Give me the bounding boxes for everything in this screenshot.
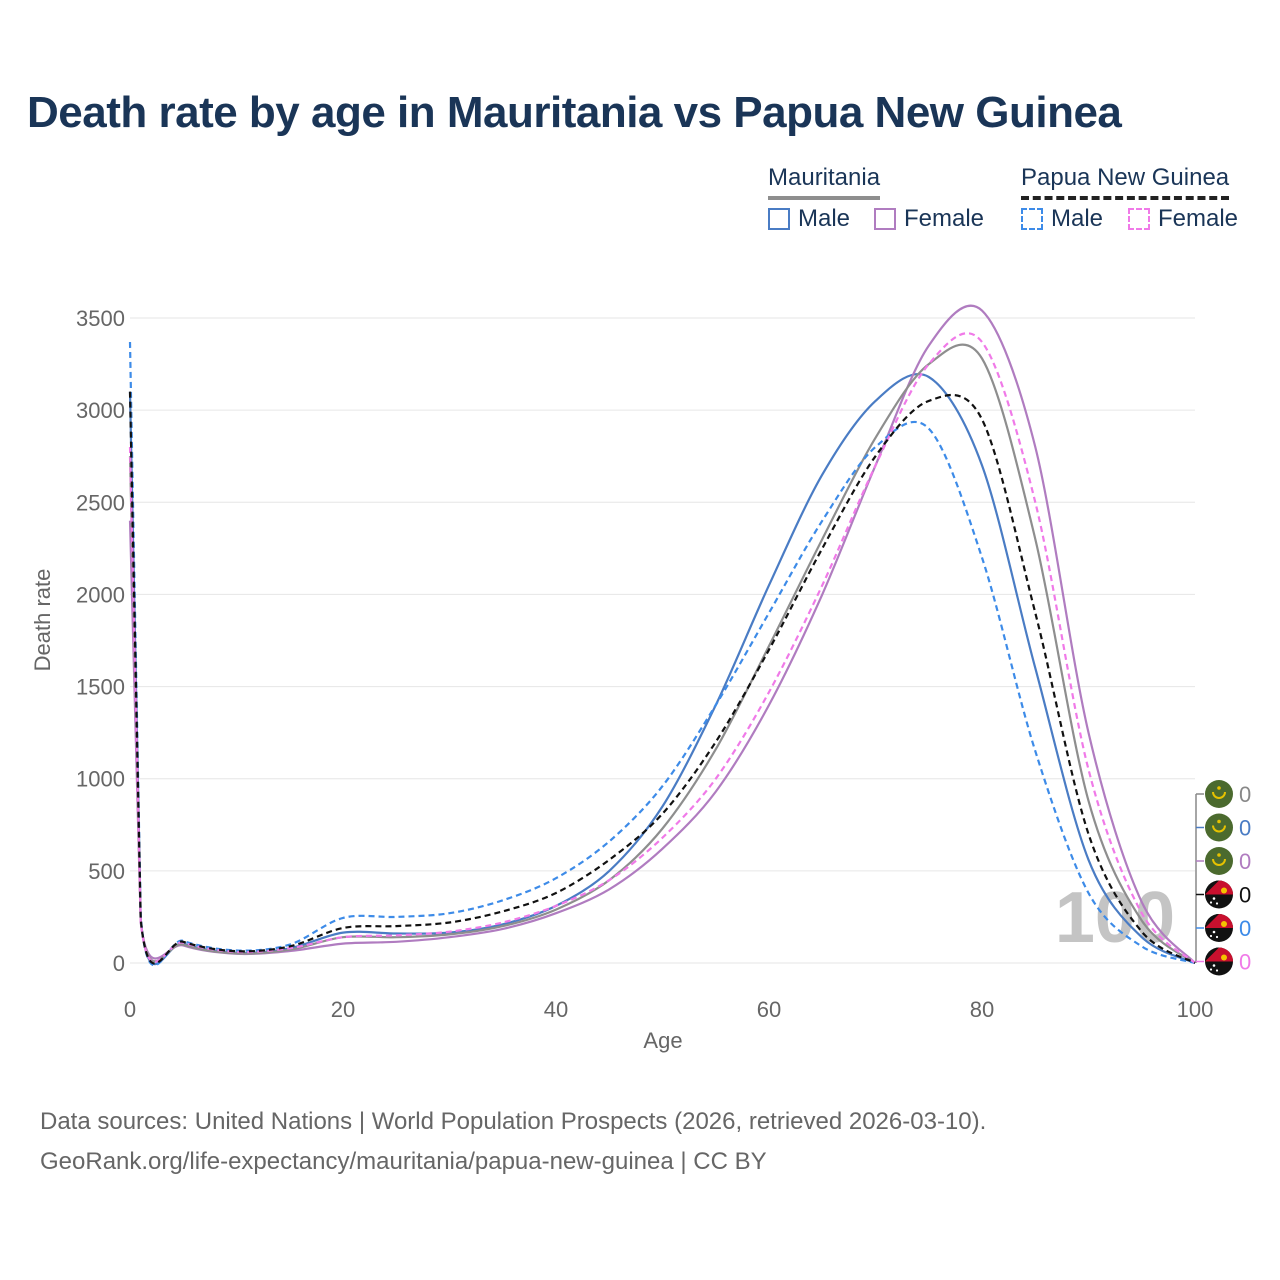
legend-png-female[interactable]: Female [1128,205,1238,233]
end-value-label: 0 [1239,849,1251,874]
flag-papua-new-guinea-icon [1205,947,1233,976]
legend-png-male[interactable]: Male [1021,205,1103,233]
footer-attribution[interactable]: GeoRank.org/life-expectancy/mauritania/p… [40,1148,767,1175]
legend-mauritania-female[interactable]: Female [874,205,984,233]
y-tick-label: 3500 [76,306,125,331]
legend-papua-new-guinea[interactable]: Papua New Guinea [1021,164,1230,200]
x-axis-label: Age [643,1028,682,1053]
footer-sources: Data sources: United Nations | World Pop… [40,1108,987,1135]
legend-swatch-icon [1021,208,1043,230]
legend-mauritania-male[interactable]: Male [768,205,850,233]
x-tick-label: 0 [124,997,136,1022]
flag-mauritania-icon [1205,780,1233,808]
legend-swatch-icon [768,208,790,230]
end-value-label: 0 [1239,883,1251,908]
series-line-papua-new-guinea-female[interactable] [128,332,1196,964]
end-value-label: 0 [1239,916,1251,941]
end-value-label: 0 [1239,782,1251,807]
flag-papua-new-guinea-icon [1205,880,1233,909]
x-tick-label: 80 [970,997,994,1022]
series-line-papua-new-guinea-male[interactable] [128,341,1196,967]
y-tick-label: 500 [88,859,125,884]
x-tick-label: 100 [1177,997,1214,1022]
series-line-mauritania-male[interactable] [128,372,1196,966]
chart-title: Death rate by age in Mauritania vs Papua… [27,88,1122,137]
series-line-papua-new-guinea-total-[interactable] [128,391,1196,965]
legend-label: Male [1051,205,1104,232]
gridlines [130,317,1195,964]
y-tick-label: 2000 [76,582,125,607]
legend-mauritania[interactable]: Mauritania [768,164,881,200]
flag-mauritania-icon [1205,813,1233,842]
end-labels: 0 0 0 0 0 0 [1195,780,1251,976]
x-tick-label: 20 [331,997,355,1022]
series-lines [128,304,1196,967]
end-value-label: 0 [1239,816,1251,841]
y-tick-label: 0 [113,951,125,976]
year-overlay: 100 [1055,878,1175,958]
end-value-label: 0 [1239,950,1251,975]
x-axis-ticks: 0 20 40 60 80 100 [124,997,1213,1022]
legend-label: Female [1158,205,1239,232]
legend-swatch-icon [1128,208,1150,230]
series-line-mauritania-female[interactable] [128,304,1196,964]
y-tick-label: 3000 [76,398,125,423]
y-tick-label: 2500 [76,490,125,515]
flag-papua-new-guinea-icon [1205,914,1233,942]
series-line-mauritania-total-[interactable] [128,343,1196,964]
y-axis-label: Death rate [30,569,55,672]
legend-label: Female [904,205,985,232]
y-axis-ticks: 0 500 1000 1500 2000 2500 3000 3500 [76,306,125,976]
flag-mauritania-icon [1205,847,1233,875]
legend-label: Male [798,205,851,232]
y-tick-label: 1000 [76,767,125,792]
x-tick-label: 60 [757,997,781,1022]
y-tick-label: 1500 [76,675,125,700]
legend-swatch-icon [874,208,896,230]
x-tick-label: 40 [544,997,568,1022]
